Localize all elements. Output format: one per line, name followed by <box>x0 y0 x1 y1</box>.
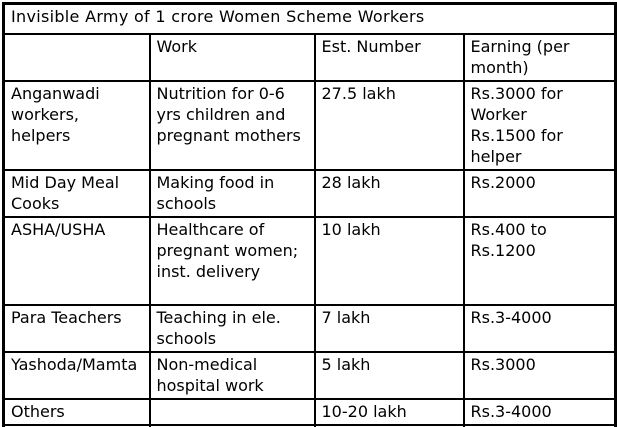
table-row-asha-usha: ASHA/USHA Healthcare of pregnant women; … <box>2 215 617 306</box>
scheme-cell: Para Teachers <box>2 303 151 353</box>
earning-cell: Rs.3000 for Worker Rs.1500 for helper <box>462 79 617 171</box>
table-row-others: Others 10-20 lakh Rs.3-4000 <box>2 397 617 426</box>
column-header-work: Work <box>148 32 316 82</box>
number-cell: 28 lakh <box>313 168 465 218</box>
number-cell: 7 lakh <box>313 303 465 353</box>
total-label: Total <box>2 423 151 427</box>
earning-cell: Rs.400 to Rs.1200 <box>462 215 617 306</box>
earning-cell: Rs.3000 <box>462 350 617 400</box>
earning-cell: Rs.2000 <box>462 168 617 218</box>
work-cell: Healthcare of pregnant women; inst. deli… <box>148 215 316 306</box>
scheme-cell: Anganwadi workers, helpers <box>2 79 151 171</box>
scheme-cell: ASHA/USHA <box>2 215 151 306</box>
earning-cell: Rs.3-4000 <box>462 397 617 426</box>
column-header-earning: Earning (per month) <box>462 32 617 82</box>
column-header-scheme <box>2 32 151 82</box>
work-cell: Non-medical hospital work <box>148 350 316 400</box>
scheme-cell: Others <box>2 397 151 426</box>
work-cell <box>148 423 316 427</box>
work-cell: Nutrition for 0-6 yrs children and pregn… <box>148 79 316 171</box>
number-cell: 5 lakh <box>313 350 465 400</box>
earning-cell: Rs.3-4000 <box>462 303 617 353</box>
number-cell: 27.5 lakh <box>313 79 465 171</box>
table-row-anganwadi: Anganwadi workers, helpers Nutrition for… <box>2 79 617 171</box>
work-cell: Making food in schools <box>148 168 316 218</box>
header-row: Work Est. Number Earning (per month) <box>2 32 617 82</box>
number-cell: 10 lakh <box>313 215 465 306</box>
total-number: 1 crore <box>313 423 465 427</box>
table-row-yashoda-mamta: Yashoda/Mamta Non-medical hospital work … <box>2 350 617 400</box>
scheme-cell: Mid Day Meal Cooks <box>2 168 151 218</box>
title-row: Invisible Army of 1 crore Women Scheme W… <box>2 2 617 35</box>
table-row-mid-day-meal: Mid Day Meal Cooks Making food in school… <box>2 168 617 218</box>
scheme-cell: Yashoda/Mamta <box>2 350 151 400</box>
number-cell: 10-20 lakh <box>313 397 465 426</box>
table-row-para-teachers: Para Teachers Teaching in ele. schools 7… <box>2 303 617 353</box>
page-title: Invisible Army of 1 crore Women Scheme W… <box>2 2 617 35</box>
table-row-total: Total 1 crore <box>2 423 617 427</box>
earning-cell <box>462 423 617 427</box>
column-header-est-number: Est. Number <box>313 32 465 82</box>
work-cell <box>148 397 316 426</box>
work-cell: Teaching in ele. schools <box>148 303 316 353</box>
